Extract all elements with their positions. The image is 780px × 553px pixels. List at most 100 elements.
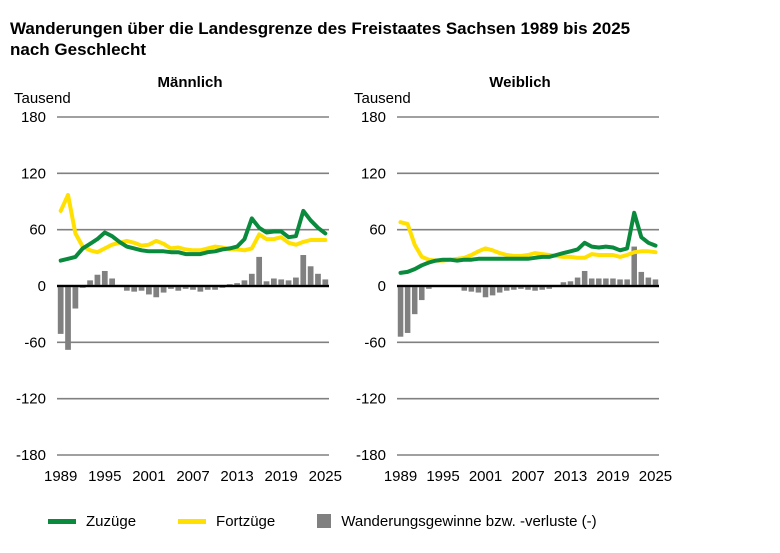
bar-saldo (197, 286, 204, 292)
bar-saldo (204, 286, 211, 290)
bar-saldo (518, 286, 524, 289)
bar-saldo (461, 286, 468, 291)
legend: Zuzüge Fortzüge Wanderungsgewinne bzw. -… (48, 510, 639, 532)
bar-saldo (631, 246, 637, 286)
y-axis-label: Tausend (354, 90, 411, 107)
bar-saldo (131, 286, 138, 292)
bar-saldo (153, 286, 160, 298)
y-tick-label: 120 (21, 165, 46, 182)
bar-saldo (624, 279, 630, 286)
bar-saldo (645, 277, 652, 286)
y-tick-label: 60 (29, 222, 46, 239)
bar-saldo (65, 286, 71, 350)
bar-saldo (426, 286, 432, 289)
bar-saldo (503, 286, 510, 291)
legend-swatch-fortzuege (178, 518, 207, 524)
bar-saldo (109, 278, 116, 286)
x-tick-label: 2019 (265, 468, 298, 485)
bar-saldo (248, 273, 255, 286)
y-tick-label: 0 (38, 278, 46, 295)
title-line-2: nach Geschlecht (10, 40, 147, 59)
x-tick-label: 1995 (88, 468, 121, 485)
x-tick-label: 2001 (469, 468, 502, 485)
bar-saldo (482, 286, 489, 298)
bar-saldo (322, 279, 329, 286)
legend-label-saldo: Wanderungsgewinne bzw. -verluste (-) (341, 512, 597, 530)
bar-saldo (278, 279, 285, 286)
chart-panel-1: Weiblich Tausend 180 120 60 0 -60 -120 -180 1989 1… (354, 74, 672, 485)
bar-saldo (72, 286, 79, 309)
x-tick-label: 1989 (384, 468, 417, 485)
y-tick-label: 60 (369, 222, 386, 239)
bar-saldo (652, 279, 659, 286)
chart-title: Wanderungen über die Landesgrenze des Fr… (10, 18, 750, 60)
chart-panel-0: Männlich Tausend 180 120 60 0 -60 -120 -180 1989 1… (14, 74, 342, 485)
series-line-fortzuege (58, 192, 328, 255)
y-tick-label: 120 (361, 165, 386, 182)
bar-saldo (87, 280, 93, 286)
bar-saldo (123, 286, 130, 291)
bar-saldo (610, 278, 616, 286)
y-tick-label: -120 (16, 391, 46, 408)
y-tick-label: 180 (21, 109, 46, 126)
y-tick-label: -120 (356, 391, 386, 408)
title-line-1: Wanderungen über die Landesgrenze des Fr… (10, 19, 631, 38)
bar-saldo (190, 286, 196, 290)
legend-item-fortzuege: Fortzüge (178, 513, 275, 530)
bar-saldo (285, 280, 292, 286)
bar-saldo (468, 286, 475, 292)
bar-saldo (307, 266, 314, 286)
bar-saldo (57, 286, 64, 334)
x-tick-label: 2001 (132, 468, 165, 485)
x-tick-label: 2013 (554, 468, 587, 485)
x-tick-label: 2025 (309, 468, 342, 485)
series-line-fortzuege (398, 220, 658, 263)
bar-saldo (160, 286, 167, 293)
bar-saldo (270, 278, 277, 286)
bar-saldo (532, 286, 538, 291)
x-tick-label: 2007 (176, 468, 209, 485)
legend-label-fortzuege: Fortzüge (216, 512, 276, 530)
y-tick-label: 180 (361, 109, 386, 126)
bar-saldo (560, 282, 567, 286)
bar-saldo (234, 283, 240, 286)
bar-saldo (419, 286, 425, 301)
legend-label-zuzuege: Zuzüge (86, 512, 137, 530)
bar-saldo (581, 270, 588, 286)
y-tick-label: -180 (16, 447, 46, 464)
panel-title: Männlich (157, 74, 222, 91)
bar-saldo (603, 278, 609, 286)
bar-saldo (596, 278, 602, 286)
x-tick-label: 2013 (220, 468, 253, 485)
bar-saldo (638, 271, 645, 286)
bar-saldo (146, 286, 152, 295)
x-tick-label: 2007 (511, 468, 544, 485)
bar-saldo (293, 277, 299, 286)
x-tick-label: 2019 (596, 468, 629, 485)
bar-saldo (263, 281, 270, 286)
bar-saldo (241, 280, 248, 286)
bar-saldo (574, 277, 581, 286)
bar-saldo (496, 286, 503, 293)
bar-saldo (525, 286, 531, 290)
legend-swatch-zuzuege (48, 518, 76, 524)
y-axis-label: Tausend (14, 90, 71, 107)
y-tick-label: -60 (364, 334, 386, 351)
bar-saldo (511, 286, 517, 290)
bar-saldo (567, 281, 574, 286)
bar-saldo (539, 286, 545, 290)
x-tick-label: 2025 (639, 468, 672, 485)
y-tick-label: -60 (24, 334, 46, 351)
bar-saldo (588, 278, 595, 286)
bar-saldo (489, 286, 496, 296)
bar-saldo (617, 279, 623, 286)
legend-swatch-saldo (317, 514, 332, 528)
panel-title: Weiblich (489, 74, 550, 91)
bar-saldo (212, 286, 218, 290)
bar-saldo (546, 286, 553, 289)
bar-saldo (404, 286, 411, 333)
bar-saldo (94, 274, 101, 286)
bar-saldo (475, 286, 482, 293)
legend-item-zuzuege: Zuzüge (48, 513, 136, 530)
